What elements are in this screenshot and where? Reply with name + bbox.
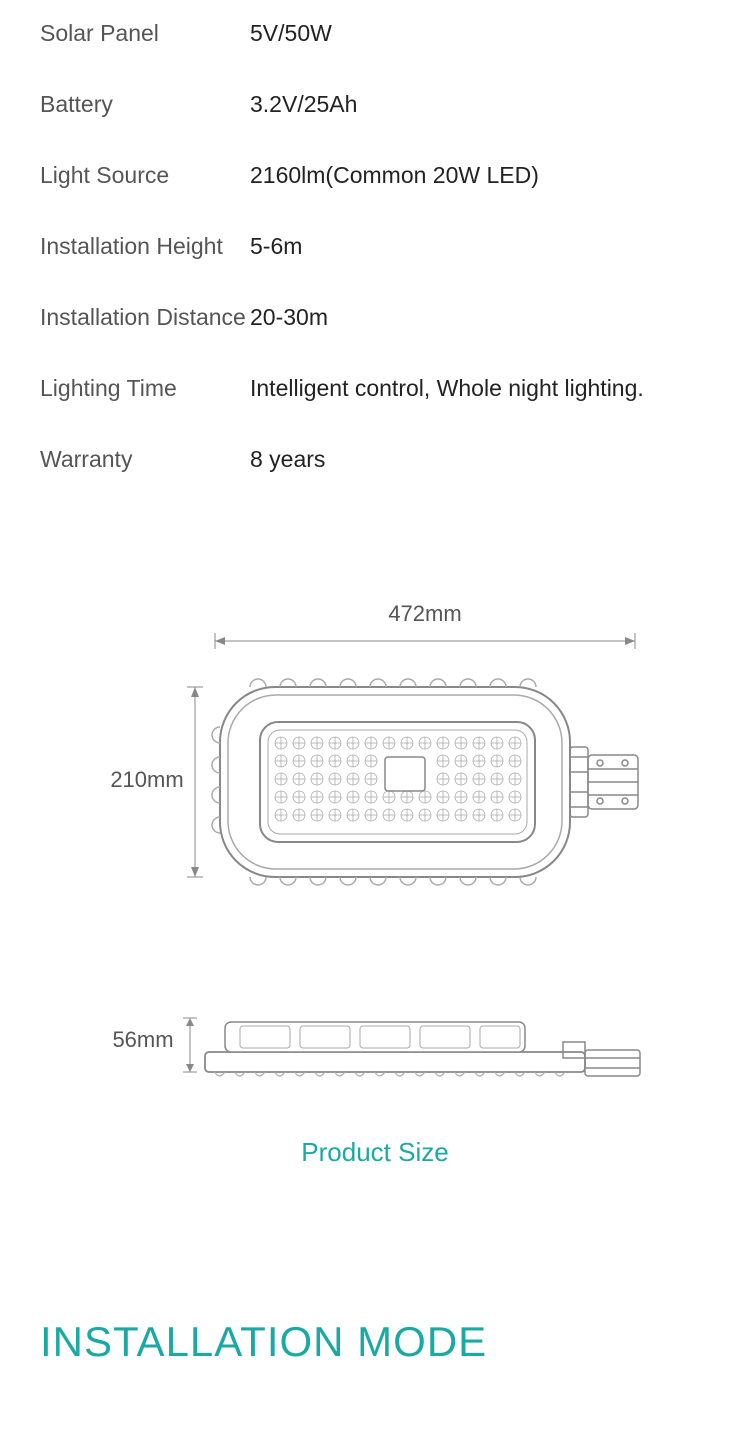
spec-value: 5-6m <box>250 233 302 260</box>
side-view-svg: 56mm <box>65 992 685 1092</box>
spec-value: 3.2V/25Ah <box>250 91 357 118</box>
spec-row: Lighting Time Intelligent control, Whole… <box>40 375 710 402</box>
spec-value: 8 years <box>250 446 325 473</box>
product-side-view: 56mm <box>0 992 750 1097</box>
spec-value: 2160lm(Common 20W LED) <box>250 162 539 189</box>
section-heading-installation: INSTALLATION MODE <box>0 1278 750 1406</box>
dim-depth-label: 56mm <box>112 1027 173 1052</box>
spec-value: 20-30m <box>250 304 328 331</box>
top-view-svg: 472mm 210mm <box>65 597 685 917</box>
spec-label: Installation Height <box>40 233 250 260</box>
spec-table: Solar Panel 5V/50W Battery 3.2V/25Ah Lig… <box>0 0 750 557</box>
spec-row: Warranty 8 years <box>40 446 710 473</box>
spec-label: Installation Distance <box>40 304 250 331</box>
spec-row: Installation Height 5-6m <box>40 233 710 260</box>
spec-row: Installation Distance 20-30m <box>40 304 710 331</box>
product-top-view: 472mm 210mm <box>0 597 750 922</box>
spec-row: Solar Panel 5V/50W <box>40 20 710 47</box>
spec-value: Intelligent control, Whole night lightin… <box>250 375 644 402</box>
spec-value: 5V/50W <box>250 20 332 47</box>
dim-width-label: 472mm <box>388 601 461 626</box>
product-size-caption: Product Size <box>0 1137 750 1168</box>
product-diagram-section: 472mm 210mm <box>0 557 750 1278</box>
spec-label: Warranty <box>40 446 250 473</box>
spec-label: Battery <box>40 91 250 118</box>
spec-label: Solar Panel <box>40 20 250 47</box>
spec-label: Lighting Time <box>40 375 250 402</box>
spec-row: Battery 3.2V/25Ah <box>40 91 710 118</box>
spec-row: Light Source 2160lm(Common 20W LED) <box>40 162 710 189</box>
dim-height-label: 210mm <box>110 767 183 792</box>
spec-label: Light Source <box>40 162 250 189</box>
